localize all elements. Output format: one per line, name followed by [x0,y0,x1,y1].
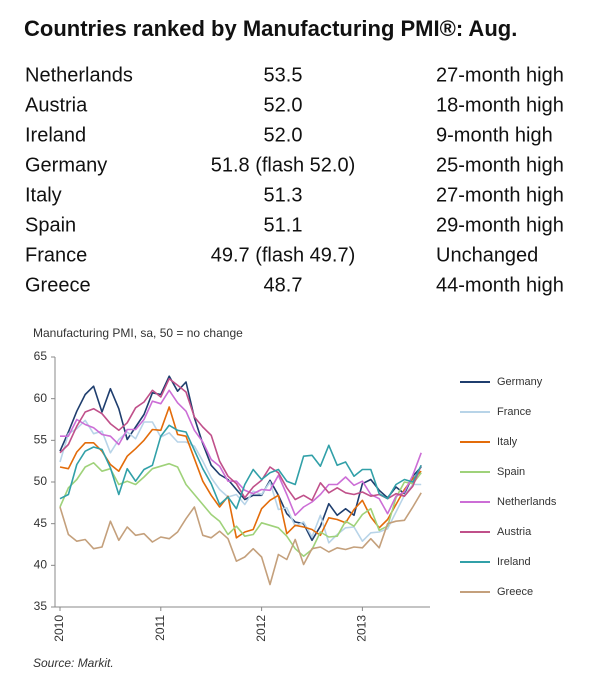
series-line [59,375,422,542]
legend-label: Netherlands [497,496,557,508]
x-tick-label: 2012 [254,615,268,642]
y-tick-label: 45 [34,516,48,530]
table-cell: Ireland [25,124,86,146]
table-cell: Austria [25,94,88,116]
table-cell: 44-month high [436,274,564,296]
title: Countries ranked by Manufacturing PMI®: … [24,16,517,41]
table-cell: 52.0 [264,94,303,116]
table-cell: Spain [25,214,76,236]
table-cell: France [25,244,87,266]
legend-label: Austria [497,526,532,538]
series-line [60,389,422,517]
table-cell: 27-month high [436,64,564,86]
chart-subtitle: Manufacturing PMI, sa, 50 = no change [33,326,243,340]
table-cell: Netherlands [25,64,133,86]
table-cell: Italy [25,184,62,206]
legend-label: Germany [497,376,543,388]
y-tick-label: 65 [34,349,48,363]
table-cell: Greece [25,274,91,296]
table-cell: Germany [25,154,107,176]
y-tick-label: 40 [34,558,48,572]
table-cell: 18-month high [436,94,564,116]
series-line [59,492,422,586]
y-tick-label: 55 [34,433,48,447]
x-tick-label: 2013 [355,615,369,642]
table-cell: 49.7 (flash 49.7) [211,244,356,266]
series-line [59,424,422,510]
y-tick-label: 60 [34,391,48,405]
x-tick-label: 2010 [52,615,66,642]
series-line [59,419,422,544]
table-cell: 51.3 [264,184,303,206]
y-tick-label: 35 [34,599,48,613]
series-line [59,377,422,502]
table-cell: 27-month high [436,184,564,206]
legend-label: Italy [497,436,518,448]
legend-label: France [497,406,531,418]
table-cell: Unchanged [436,244,538,266]
series-line [59,406,422,539]
table-cell: 53.5 [264,64,303,86]
series-line [59,462,422,557]
source-note: Source: Markit. [33,656,114,670]
table-cell: 29-month high [436,214,564,236]
table-cell: 51.1 [264,214,303,236]
table-cell: 52.0 [264,124,303,146]
table-cell: 9-month high [436,124,553,146]
legend-label: Ireland [497,556,531,568]
legend-label: Greece [497,586,533,598]
table-cell: 51.8 (flash 52.0) [211,154,356,176]
table-cell: 48.7 [264,274,303,296]
table-cell: 25-month high [436,154,564,176]
y-tick-label: 50 [34,474,48,488]
legend-label: Spain [497,466,525,478]
x-tick-label: 2011 [153,615,167,641]
